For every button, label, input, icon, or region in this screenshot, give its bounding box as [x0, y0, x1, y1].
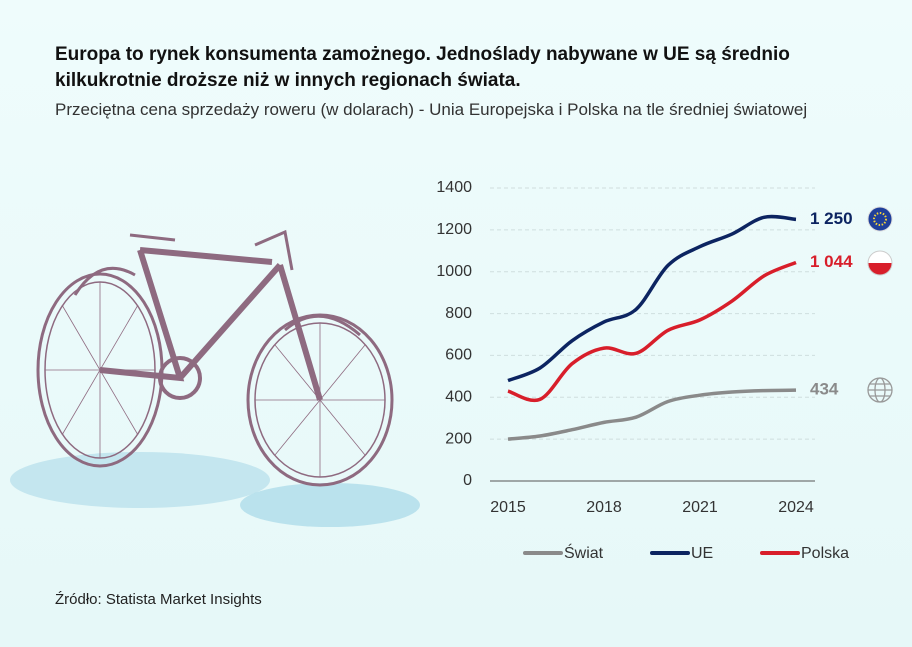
- end-value-label: 434: [810, 380, 839, 399]
- data-line: [507, 388, 797, 441]
- y-tick-label: 1400: [436, 179, 472, 196]
- x-tick-label: 2015: [490, 499, 526, 516]
- globe-icon: [867, 377, 893, 403]
- subtitle: Przeciętna cena sprzedaży roweru (w dola…: [55, 100, 808, 119]
- y-tick-label: 600: [445, 347, 472, 364]
- poland-flag-icon: [867, 250, 893, 276]
- source: Źródło: Statista Market Insights: [55, 591, 262, 608]
- y-tick-label: 400: [445, 389, 472, 406]
- y-tick-label: 800: [445, 305, 472, 322]
- legend-label: Świat: [564, 543, 604, 562]
- eu-flag-icon: [867, 206, 893, 232]
- y-tick-label: 200: [445, 430, 472, 447]
- data-line: [507, 260, 797, 403]
- y-tick-label: 0: [463, 472, 472, 489]
- x-tick-label: 2024: [778, 499, 814, 516]
- x-tick-label: 2021: [682, 499, 718, 516]
- data-line: [507, 214, 797, 383]
- y-tick-label: 1000: [436, 263, 472, 280]
- y-tick-label: 1200: [436, 221, 472, 238]
- x-tick-label: 2018: [586, 499, 622, 516]
- title: Europa to rynek konsumenta zamożnego. Je…: [55, 44, 790, 91]
- legend-label: UE: [691, 545, 713, 562]
- end-value-label: 1 044: [810, 252, 853, 271]
- legend-label: Polska: [801, 545, 849, 562]
- end-value-label: 1 250: [810, 209, 853, 228]
- bicycle-illustration: [10, 229, 420, 527]
